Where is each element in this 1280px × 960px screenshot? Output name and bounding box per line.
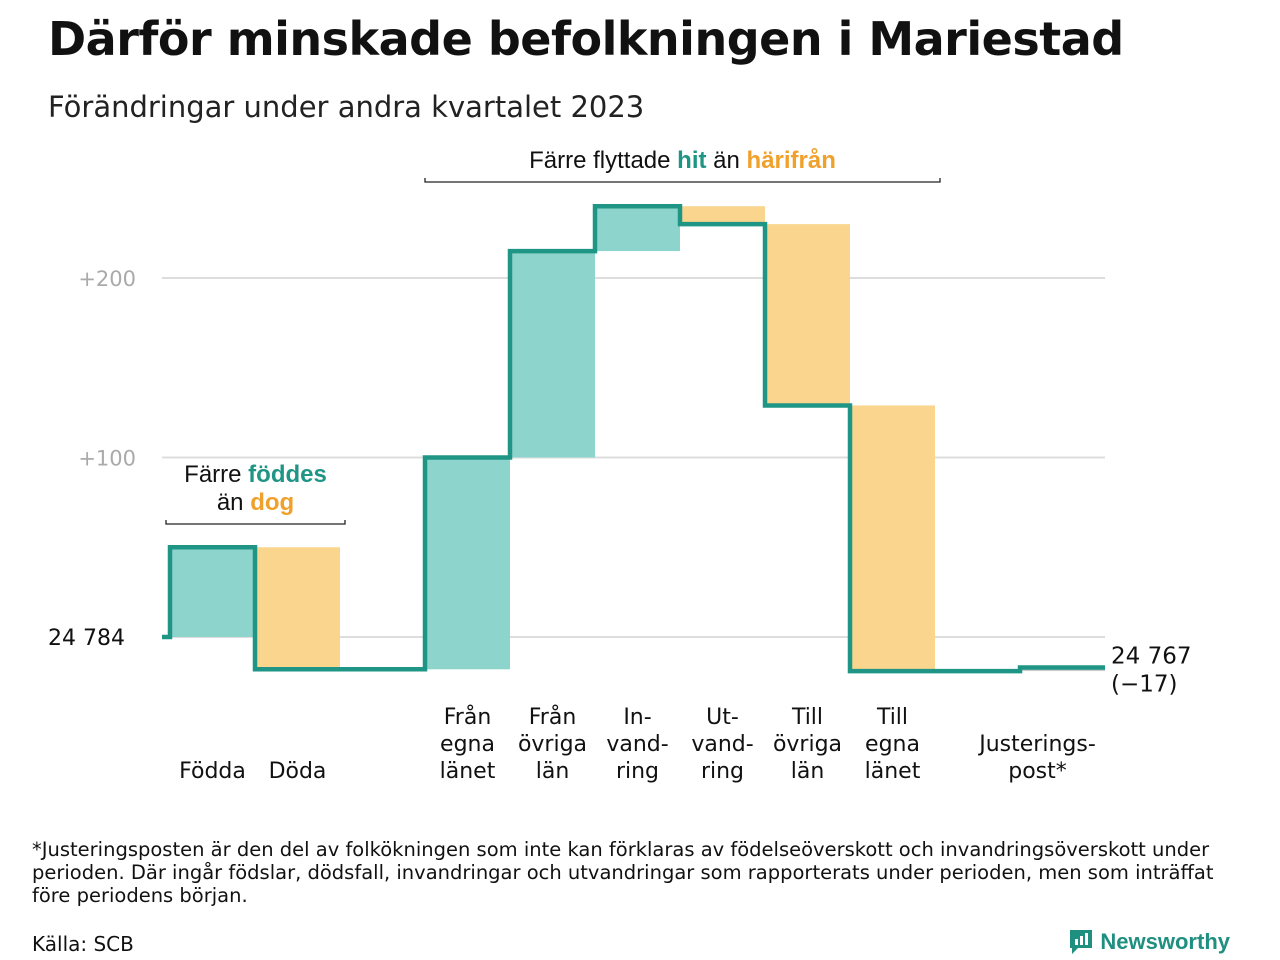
annotation-bracket xyxy=(165,520,346,525)
x-tick-label: Till övriga län xyxy=(773,705,842,784)
x-tick-label: In-vand-ring xyxy=(606,705,668,784)
annotation-text: Färre föddes xyxy=(184,461,327,488)
x-tick-label-line: Döda xyxy=(269,759,327,784)
bar-fr-n-vriga-l-n xyxy=(510,251,595,458)
annotation-text: Färre flyttade hit än härifrån xyxy=(529,147,836,174)
bar-till-egna-l-net xyxy=(850,405,935,672)
x-tick-label-line: Till xyxy=(791,705,823,730)
x-tick-label-line: län xyxy=(536,759,570,784)
chart-title: Därför minskade befolkningen i Mariestad xyxy=(48,12,1124,66)
x-tick-label-line: In- xyxy=(623,705,651,730)
step-line-path xyxy=(162,203,1105,674)
annotation-segment: Färre xyxy=(184,461,248,488)
annotation-segment: dog xyxy=(250,489,294,516)
y-tick-label: +100 xyxy=(78,447,136,471)
x-tick-label-line: Från xyxy=(444,704,492,730)
bar-utvandring xyxy=(680,206,765,225)
bar-d-da xyxy=(255,547,340,670)
y-tick-label: +200 xyxy=(78,267,136,291)
brand-name: Newsworthy xyxy=(1100,929,1230,954)
bar-till-vriga-l-n xyxy=(765,224,850,406)
x-tick-label-line: Ut- xyxy=(706,705,739,730)
x-tick-label-line: Födda xyxy=(179,759,246,784)
x-tick-label-line: länet xyxy=(865,759,921,784)
annotation-segment: hit xyxy=(677,147,706,174)
bars xyxy=(170,206,1105,672)
newsworthy-icon xyxy=(1070,930,1093,954)
start-value-label: 24 784 xyxy=(48,626,125,651)
footnote: *Justeringsposten är den del av folkökni… xyxy=(32,838,1214,907)
source-text: Källa: SCB xyxy=(32,932,134,956)
x-tick-label: Till egna länet xyxy=(865,705,921,784)
x-tick-label-line: ring xyxy=(701,759,744,784)
annotation-segment: än xyxy=(707,147,747,174)
x-tick-label-line: egna xyxy=(865,732,920,757)
x-tick-label: Ut-vand-ring xyxy=(691,705,753,784)
x-tick-label-line: egna xyxy=(440,732,495,757)
x-tick-label-line: länet xyxy=(440,759,496,784)
annotation-segment: Färre flyttade xyxy=(529,147,677,174)
x-tick-label: Födda xyxy=(179,759,246,784)
step-line xyxy=(162,203,1105,674)
x-tick-label-line: Från xyxy=(529,704,577,730)
bar-f-dda xyxy=(170,547,255,637)
x-tick-label-line: vand- xyxy=(691,732,753,757)
x-tick-label-line: vand- xyxy=(606,732,668,757)
x-tick-label: Döda xyxy=(269,759,327,784)
x-tick-label: Justerings-post* xyxy=(977,732,1096,784)
bar-invandring xyxy=(595,206,680,252)
x-tick-label-line: övriga xyxy=(518,732,587,757)
x-tick-label-line: post* xyxy=(1008,759,1067,784)
x-tick-label: Från egna länet xyxy=(440,704,496,784)
x-tick-label-line: övriga xyxy=(773,732,842,757)
annotation-text: än dog xyxy=(217,489,294,516)
bar-fr-n-egna-l-net xyxy=(425,457,510,670)
x-tick-label-line: Justerings- xyxy=(977,732,1096,757)
x-tick-label: Från övriga län xyxy=(518,704,587,784)
x-tick-label-line: län xyxy=(791,759,825,784)
end-value-label: 24 767 xyxy=(1111,644,1191,670)
brand-logo[interactable]: Newsworthy xyxy=(1068,928,1230,956)
chart-subtitle: Förändringar under andra kvartalet 2023 xyxy=(48,90,645,124)
annotation-segment: härifrån xyxy=(747,147,836,174)
x-tick-label-line: ring xyxy=(616,759,659,784)
annotation-segment: än xyxy=(217,489,250,516)
x-tick-label-line: Till xyxy=(876,705,908,730)
annotation-segment: föddes xyxy=(248,461,327,488)
annotation-bracket xyxy=(424,178,941,183)
end-change-label: (−17) xyxy=(1111,672,1177,698)
